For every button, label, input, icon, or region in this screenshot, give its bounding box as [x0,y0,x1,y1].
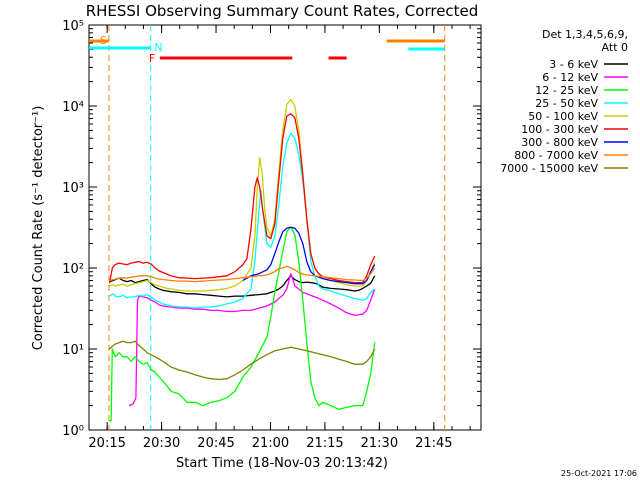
x-axis-label: Start Time (18-Nov-03 20:13:42) [176,456,388,471]
flare-flag-label: F [149,52,155,65]
y-tick-label: 10³ [62,181,84,196]
legend-label: 7000 - 15000 keV [500,162,598,175]
night-flag-label: N [154,41,162,54]
x-tick-label: 21:00 [252,436,289,451]
y-tick-label: 10⁵ [62,19,84,34]
series-line [128,273,376,407]
series-line [242,226,376,285]
y-axis-label: Corrected Count Rate (s⁻¹ detector⁻¹) [31,106,46,351]
legend-label: 100 - 300 keV [521,123,598,136]
series-line [109,226,376,422]
legend-label: 25 - 50 keV [535,97,598,110]
x-tick-label: 20:30 [143,436,180,451]
y-tick-label: 10⁴ [62,100,84,115]
series-line [109,265,376,283]
x-tick-label: 20:45 [197,436,234,451]
y-tick-label: 10¹ [62,343,84,358]
series-line [109,98,376,292]
series-line [108,113,376,284]
tick-marks [89,24,481,431]
x-tick-label: 21:45 [415,436,452,451]
chart-title: RHESSI Observing Summary Count Rates, Co… [86,2,479,20]
footer-date: 25-Oct-2021 17:06 [561,469,637,478]
y-tick-labels: 10⁰ 10¹ 10² 10³ 10⁴ 10⁵ [62,19,84,439]
legend-label: 50 - 100 keV [528,110,598,123]
legend-label: 800 - 7000 keV [514,149,598,162]
y-tick-label: 10⁰ [62,424,84,439]
x-tick-label: 21:15 [306,436,343,451]
series-line [109,275,376,298]
x-tick-labels: 20:15 20:30 20:45 21:00 21:15 21:30 21:45 [88,436,452,451]
saa-flag-label: S [100,34,107,47]
legend-label: 3 - 6 keV [549,58,598,71]
legend-label: 6 - 12 keV [542,71,598,84]
flag-bars: S NF [89,25,446,430]
plot-frame [88,24,482,431]
legend-header-line-1: Det 1,3,4,5,6,9, [542,28,628,41]
series-line [109,340,376,381]
legend-label: 12 - 25 keV [535,84,598,97]
data-series [108,98,376,422]
legend-header-line-2: Att 0 [602,41,628,54]
x-tick-label: 20:15 [88,436,125,451]
x-tick-label: 21:30 [361,436,398,451]
legend-label: 300 - 800 keV [521,136,598,149]
y-tick-label: 10² [62,262,84,277]
